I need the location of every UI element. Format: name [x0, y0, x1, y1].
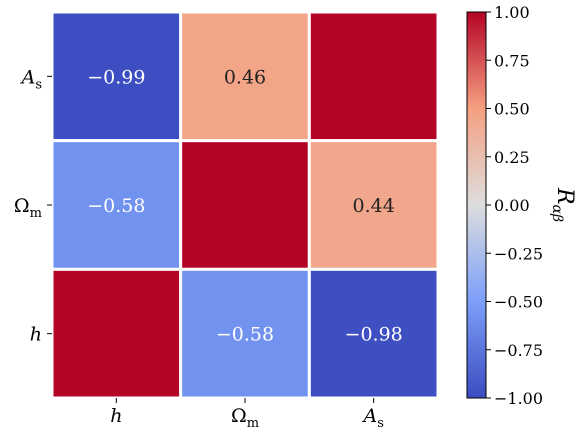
x-tick-label: h	[110, 405, 122, 427]
colorbar-gradient	[466, 11, 487, 399]
x-tick-label: As	[361, 405, 383, 431]
cell-label: −0.58	[216, 324, 274, 346]
heatmap-cell	[50, 267, 183, 400]
colorbar: 1.00 0.75 0.50 0.25 0.00 −0.25 −0.50 −0.75 −1.00…	[466, 3, 576, 408]
x-axis: h Ωm As	[110, 398, 384, 431]
y-tick-label: h	[30, 324, 42, 346]
colorbar-tick-label: −0.25	[494, 244, 543, 263]
heatmap-cells: −0.99 0.46 −0.58 0.44 −0.58 −0.98	[50, 10, 440, 400]
colorbar-tick-label: 0.50	[494, 100, 530, 119]
heatmap-cell	[307, 267, 440, 400]
colorbar-tick-label: −0.50	[494, 293, 543, 312]
colorbar-tick-label: 0.00	[494, 196, 530, 215]
y-axis: As Ωm h	[14, 66, 52, 346]
heatmap-cell	[179, 10, 311, 143]
heatmap-cell	[50, 10, 183, 143]
cell-label: −0.99	[87, 66, 145, 88]
cell-label: −0.58	[87, 195, 145, 217]
cell-label: 0.44	[353, 195, 395, 217]
colorbar-tick-label: −1.00	[494, 389, 543, 408]
colorbar-tick-label: 0.25	[494, 148, 530, 167]
x-tick-label: Ωm	[231, 405, 259, 431]
colorbar-tick-label: 1.00	[494, 3, 530, 22]
heatmap-cell	[307, 139, 440, 271]
colorbar-tick-label: −0.75	[494, 341, 543, 360]
colorbar-tick-label: 0.75	[494, 51, 530, 70]
y-tick-label: As	[20, 66, 42, 92]
heatmap-cell	[307, 10, 440, 143]
heatmap-cell	[179, 139, 311, 271]
y-tick-label: Ωm	[14, 195, 42, 221]
cell-label: 0.46	[224, 66, 266, 88]
colorbar-title: Rαβ	[549, 187, 576, 222]
cell-label: −0.98	[345, 324, 403, 346]
